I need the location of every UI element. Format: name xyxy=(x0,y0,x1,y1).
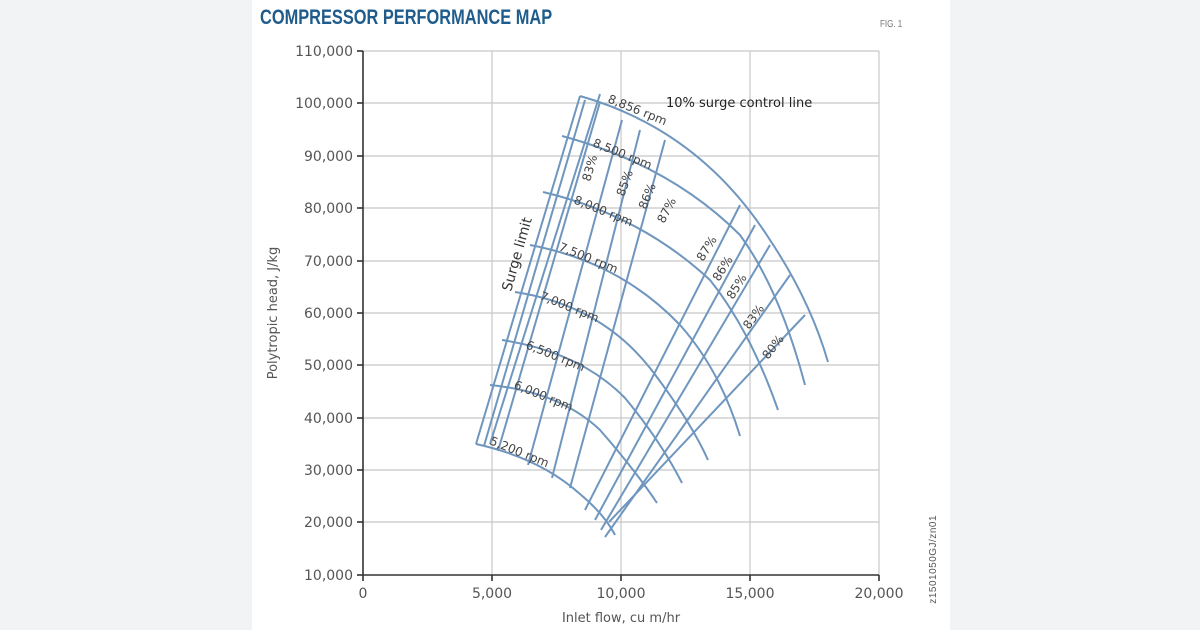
svg-text:5,000: 5,000 xyxy=(472,586,512,602)
x-axis-ticks: 0 5,000 10,000 15,000 20,000 xyxy=(359,586,904,602)
svg-text:100,000: 100,000 xyxy=(295,96,353,112)
surge-limit-label: Surge limit xyxy=(499,215,535,293)
svg-text:80,000: 80,000 xyxy=(304,201,353,217)
svg-text:50,000: 50,000 xyxy=(304,358,353,374)
svg-text:10,000: 10,000 xyxy=(304,568,353,584)
svg-text:60,000: 60,000 xyxy=(304,306,353,322)
efficiency-lines xyxy=(483,99,806,538)
svg-text:83%: 83% xyxy=(740,302,767,332)
svg-text:87%: 87% xyxy=(694,234,720,264)
axes xyxy=(357,50,880,581)
svg-text:30,000: 30,000 xyxy=(304,463,353,479)
svg-text:5,200 rpm: 5,200 rpm xyxy=(488,434,551,470)
speed-line-7000 xyxy=(514,291,709,461)
speed-line-8500 xyxy=(561,135,806,386)
y-axis-ticks: 110,000 100,000 90,000 80,000 70,000 60,… xyxy=(295,44,353,584)
surge-limit-line xyxy=(475,95,581,445)
surge-control-label: 10% surge control line xyxy=(666,96,812,111)
y-axis-label: Polytropic head, J/kg xyxy=(266,247,281,380)
svg-text:8,500 rpm: 8,500 rpm xyxy=(591,136,654,172)
svg-text:20,000: 20,000 xyxy=(855,586,904,602)
svg-text:0: 0 xyxy=(359,586,368,602)
svg-text:87%: 87% xyxy=(654,195,679,225)
speed-line-8856 xyxy=(579,95,829,363)
svg-text:10,000: 10,000 xyxy=(597,586,646,602)
svg-text:80%: 80% xyxy=(759,332,786,362)
speed-line-6500 xyxy=(501,339,683,484)
speed-line-6000 xyxy=(489,384,658,504)
svg-text:85%: 85% xyxy=(614,168,636,198)
svg-text:15,000: 15,000 xyxy=(726,586,775,602)
svg-text:86%: 86% xyxy=(636,181,659,211)
svg-text:40,000: 40,000 xyxy=(304,411,353,427)
svg-text:90,000: 90,000 xyxy=(304,149,353,165)
svg-text:20,000: 20,000 xyxy=(304,515,353,531)
svg-text:7,000 rpm: 7,000 rpm xyxy=(538,289,601,325)
svg-text:83%: 83% xyxy=(579,153,600,182)
surge-control-line xyxy=(489,93,601,445)
x-axis-label: Inlet flow, cu m/hr xyxy=(562,611,681,626)
svg-text:6,500 rpm: 6,500 rpm xyxy=(524,338,587,374)
svg-text:110,000: 110,000 xyxy=(295,44,353,60)
figure-label: FIG. 1 xyxy=(880,19,903,30)
chart-title: COMPRESSOR PERFORMANCE MAP xyxy=(260,6,553,29)
svg-text:8,856 rpm: 8,856 rpm xyxy=(606,92,669,128)
figure-panel xyxy=(252,0,950,630)
svg-text:70,000: 70,000 xyxy=(304,254,353,270)
